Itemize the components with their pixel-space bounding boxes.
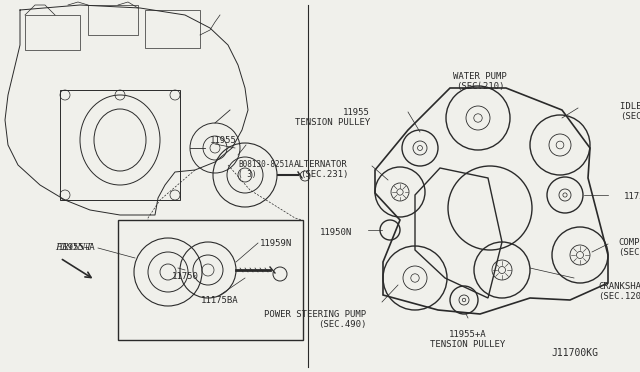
Bar (145, 10, 200, 48)
Bar (60, 90, 180, 200)
Text: 11950N: 11950N (320, 228, 352, 237)
Text: 11750: 11750 (172, 272, 198, 281)
Bar (118, 220, 303, 340)
Bar (88, 5, 138, 35)
Text: FRONT: FRONT (55, 243, 92, 252)
Text: WATER PUMP
(SEC.210): WATER PUMP (SEC.210) (453, 72, 507, 92)
Text: IDLER PULLEY
(SEC.275): IDLER PULLEY (SEC.275) (620, 102, 640, 121)
Text: 11955+A
TENSION PULLEY: 11955+A TENSION PULLEY (430, 330, 506, 349)
Text: CRANKSHAFT
(SEC.120): CRANKSHAFT (SEC.120) (598, 282, 640, 301)
Text: 11959N: 11959N (260, 238, 292, 247)
Text: POWER STEERING PUMP
(SEC.490): POWER STEERING PUMP (SEC.490) (264, 310, 366, 329)
Text: J11700KG: J11700KG (551, 348, 598, 358)
Text: 11955: 11955 (210, 136, 237, 145)
Text: 11720N: 11720N (624, 192, 640, 201)
Text: B08130-8251A
( 3): B08130-8251A ( 3) (238, 160, 294, 179)
Text: 11175BA: 11175BA (201, 296, 239, 305)
Bar (25, 15, 80, 50)
Text: ALTERNATOR
(SEC.231): ALTERNATOR (SEC.231) (294, 160, 348, 179)
Text: 11955
TENSION PULLEY: 11955 TENSION PULLEY (295, 108, 370, 127)
Text: COMPRESSOR
(SEC.274): COMPRESSOR (SEC.274) (618, 238, 640, 257)
Text: 11955+A: 11955+A (58, 244, 95, 253)
